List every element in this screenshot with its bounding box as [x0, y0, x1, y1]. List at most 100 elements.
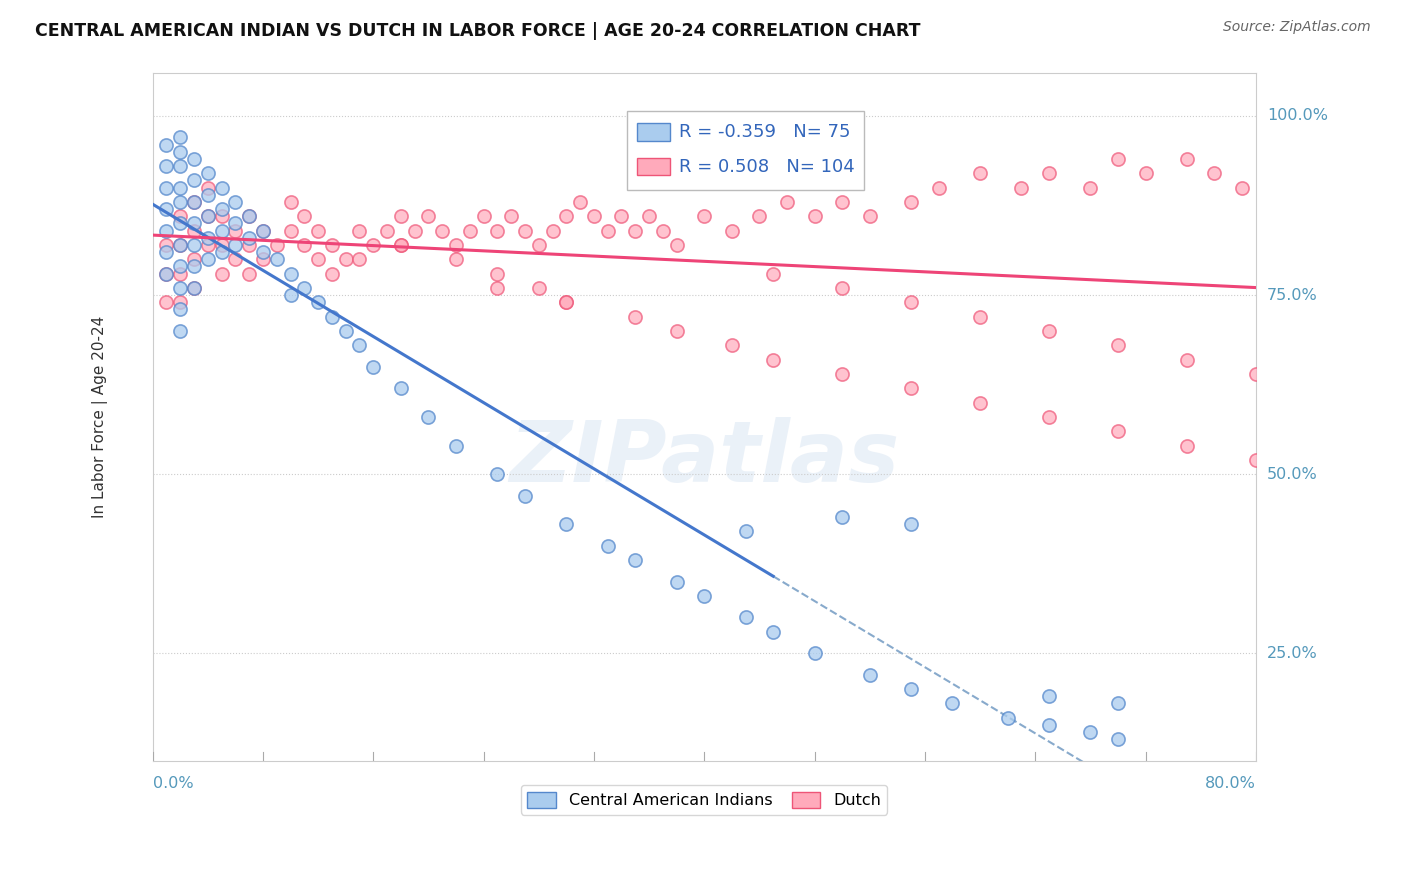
Point	[155, 159, 177, 173]
Point	[375, 224, 398, 238]
Point	[183, 216, 205, 230]
Point	[1135, 166, 1157, 180]
Point	[238, 238, 260, 252]
Point	[252, 245, 274, 260]
Point	[238, 209, 260, 223]
Point	[555, 517, 578, 532]
Text: 25.0%: 25.0%	[1267, 646, 1317, 661]
Point	[169, 130, 191, 145]
Point	[389, 381, 412, 395]
Point	[224, 216, 246, 230]
Point	[266, 252, 288, 267]
Point	[900, 295, 922, 310]
Point	[651, 224, 673, 238]
FancyBboxPatch shape	[627, 111, 865, 190]
Point	[335, 324, 357, 338]
Point	[349, 224, 371, 238]
Point	[321, 238, 343, 252]
Point	[486, 267, 509, 281]
Point	[1080, 725, 1102, 739]
Point	[748, 209, 770, 223]
Point	[1107, 732, 1129, 747]
Point	[900, 682, 922, 697]
Point	[1038, 690, 1060, 704]
Point	[859, 209, 882, 223]
Text: R = 0.508   N= 104: R = 0.508 N= 104	[679, 158, 855, 176]
Point	[596, 539, 619, 553]
Point	[169, 238, 191, 252]
Point	[527, 281, 550, 295]
Point	[169, 260, 191, 274]
Point	[349, 252, 371, 267]
Point	[486, 281, 509, 295]
Point	[444, 438, 467, 452]
Point	[693, 589, 716, 603]
Point	[1175, 438, 1198, 452]
Point	[432, 224, 454, 238]
Point	[183, 252, 205, 267]
Point	[803, 646, 825, 660]
Point	[292, 209, 315, 223]
Point	[969, 166, 991, 180]
Point	[211, 202, 233, 216]
Point	[197, 209, 219, 223]
Point	[211, 245, 233, 260]
Point	[252, 252, 274, 267]
Point	[211, 267, 233, 281]
Point	[1175, 352, 1198, 367]
Point	[155, 137, 177, 152]
Point	[169, 209, 191, 223]
Point	[1080, 180, 1102, 194]
Point	[183, 152, 205, 166]
Point	[183, 173, 205, 187]
Point	[900, 194, 922, 209]
Point	[183, 238, 205, 252]
Point	[418, 409, 440, 424]
Point	[541, 224, 564, 238]
Point	[197, 238, 219, 252]
Point	[155, 267, 177, 281]
Point	[859, 667, 882, 681]
Point	[280, 194, 302, 209]
Point	[183, 224, 205, 238]
Point	[555, 209, 578, 223]
Point	[321, 310, 343, 324]
Point	[404, 224, 426, 238]
Point	[224, 252, 246, 267]
Point	[155, 245, 177, 260]
Point	[1107, 697, 1129, 711]
Point	[1010, 180, 1032, 194]
Point	[941, 697, 963, 711]
Point	[596, 224, 619, 238]
Point	[444, 252, 467, 267]
Point	[211, 209, 233, 223]
FancyBboxPatch shape	[637, 158, 671, 176]
Point	[582, 209, 605, 223]
Point	[280, 267, 302, 281]
Point	[349, 338, 371, 352]
Text: In Labor Force | Age 20-24: In Labor Force | Age 20-24	[91, 316, 108, 518]
Point	[569, 194, 592, 209]
Point	[1107, 424, 1129, 438]
Point	[803, 209, 825, 223]
Point	[183, 281, 205, 295]
Point	[361, 238, 384, 252]
Point	[169, 194, 191, 209]
Point	[969, 310, 991, 324]
Point	[169, 324, 191, 338]
Point	[197, 187, 219, 202]
Point	[1204, 166, 1226, 180]
Point	[900, 517, 922, 532]
Point	[307, 295, 329, 310]
Point	[969, 395, 991, 409]
Point	[486, 467, 509, 482]
Point	[183, 194, 205, 209]
Point	[307, 224, 329, 238]
Point	[389, 238, 412, 252]
Point	[1244, 453, 1267, 467]
Point	[900, 381, 922, 395]
Point	[720, 224, 742, 238]
Point	[1038, 324, 1060, 338]
Point	[155, 295, 177, 310]
Point	[197, 180, 219, 194]
